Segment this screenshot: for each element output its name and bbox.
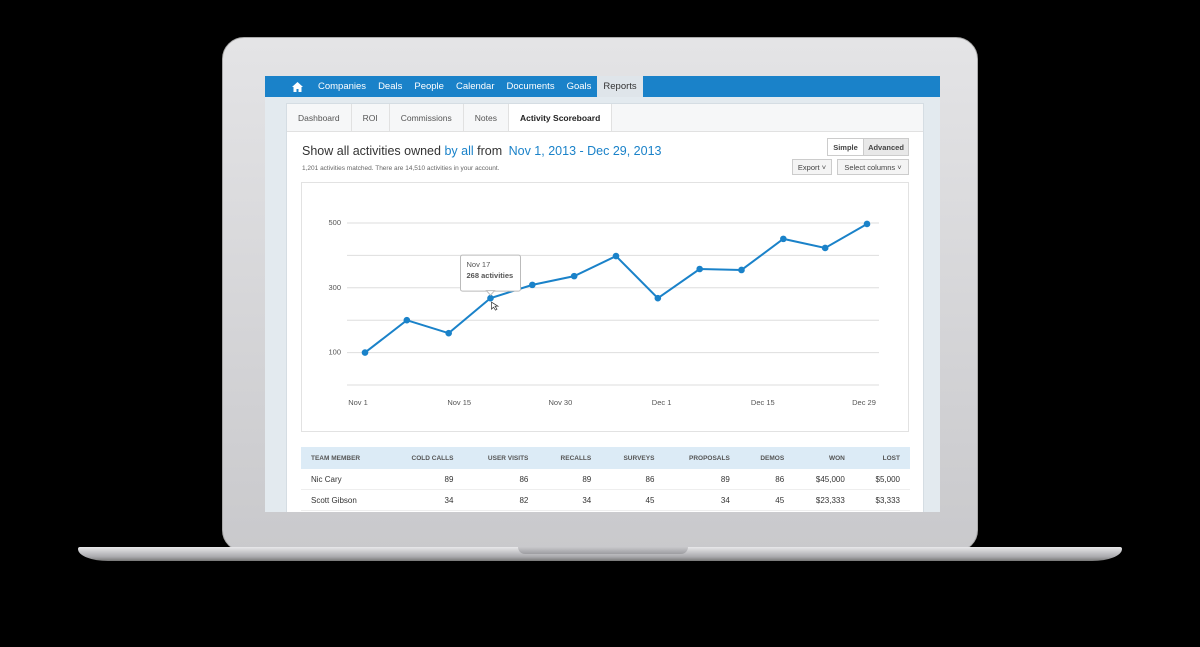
- table-cell: 34: [664, 489, 740, 511]
- point: [654, 294, 662, 302]
- point: [821, 244, 829, 252]
- table-cell: $3,333: [854, 489, 910, 511]
- advanced-button[interactable]: Advanced: [863, 138, 909, 156]
- table-cell: Nic Cary: [301, 469, 387, 490]
- export-button[interactable]: Export ˅: [792, 159, 832, 175]
- button-label: Select columns: [844, 162, 896, 172]
- date-range[interactable]: Nov 1, 2013 - Dec 29, 2013: [508, 144, 662, 158]
- tooltip: Nov 17 268 activities: [460, 254, 521, 311]
- column-header: SURVEYS: [601, 447, 665, 469]
- nav-item[interactable]: Documents: [506, 81, 555, 92]
- screen: Companies Deals People Calendar Documents Goa…: [265, 76, 940, 512]
- point: [487, 294, 494, 302]
- column-header: TEAM MEMBER: [301, 447, 387, 469]
- y-tick-label: 100: [328, 348, 341, 357]
- heading: Show all activities owned by all from No…: [302, 144, 661, 158]
- laptop-notch: [518, 547, 688, 554]
- nav-item[interactable]: People: [414, 81, 444, 92]
- header-row: TEAM MEMBER COLD CALLS USER VISITS RECALLS S…: [301, 447, 910, 469]
- column-header: LOST: [854, 447, 910, 469]
- tab[interactable]: Commissions: [390, 104, 464, 131]
- heading-text: Show all activities owned: [302, 144, 441, 158]
- table-cell: Scott Gibson: [301, 489, 387, 511]
- tab[interactable]: Dashboard: [287, 104, 352, 131]
- tab[interactable]: Activity Scoreboard: [508, 104, 613, 131]
- chart-box: 100 300 500 Nov 1 Nov 15 Nov 30 Dec 1 Dec 15 Dec…: [301, 182, 909, 432]
- table-cell: 82: [463, 489, 539, 511]
- table-cell: 89: [386, 469, 464, 490]
- table-cell: 34: [538, 489, 602, 511]
- column-header: PROPOSALS: [664, 447, 740, 469]
- simple-button[interactable]: Simple: [827, 138, 864, 156]
- scoreboard-table: TEAM MEMBER COLD CALLS USER VISITS RECALLS S…: [301, 447, 910, 511]
- table-row: Scott Gibson 34 82 34 45 34 45 $23,333 $3,333: [301, 489, 910, 511]
- nav-bar: Companies Deals People Calendar Documents Goa…: [265, 76, 940, 97]
- table-cell: $45,000: [794, 469, 855, 490]
- point: [612, 252, 620, 260]
- laptop-base: [78, 547, 1122, 561]
- point: [738, 266, 745, 274]
- column-header: DEMOS: [739, 447, 795, 469]
- table-cell: 45: [601, 489, 665, 511]
- point: [570, 272, 578, 280]
- x-tick-label: Dec 1: [652, 398, 672, 407]
- home-icon[interactable]: [265, 76, 312, 97]
- heading-text: from: [477, 144, 503, 158]
- x-tick-label: Nov 30: [549, 398, 573, 407]
- table-cell: 45: [739, 489, 795, 511]
- tab[interactable]: Notes: [464, 104, 509, 131]
- tooltip-pointer: [485, 290, 496, 296]
- table-cell: $23,333: [794, 489, 855, 511]
- button-label: Export: [797, 162, 820, 172]
- point: [696, 265, 703, 273]
- nav-item[interactable]: Companies: [318, 81, 367, 92]
- point: [361, 349, 369, 356]
- column-header: USER VISITS: [463, 447, 539, 469]
- columns-button[interactable]: Select columns ˅: [837, 159, 909, 175]
- table-cell: 86: [463, 469, 539, 490]
- column-header: COLD CALLS: [386, 447, 464, 469]
- x-tick-label: Dec 15: [751, 398, 775, 407]
- nav-item[interactable]: Reports: [597, 76, 643, 97]
- column-header: RECALLS: [538, 447, 602, 469]
- x-tick-label: Dec 29: [852, 398, 876, 407]
- summary: 1,201 activities matched. There are 14,5…: [302, 165, 500, 172]
- table-wrap: TEAM MEMBER COLD CALLS USER VISITS RECALLS S…: [301, 447, 910, 511]
- point: [863, 220, 871, 228]
- nav-item[interactable]: Calendar: [455, 81, 495, 92]
- tab[interactable]: ROI: [352, 104, 390, 131]
- y-tick-label: 300: [328, 283, 341, 292]
- table-row: Nic Cary 89 86 89 86 89 86 $45,000 $5,000: [301, 469, 910, 490]
- table-cell: 34: [386, 489, 464, 511]
- point: [529, 281, 536, 289]
- tooltip-date: Nov 17: [467, 260, 491, 269]
- chart: 100 300 500 Nov 1 Nov 15 Nov 30 Dec 1 Dec 15 Dec…: [328, 218, 879, 407]
- table-cell: $5,000: [854, 469, 910, 490]
- x-tick-label: Nov 15: [447, 398, 471, 407]
- point: [445, 329, 452, 337]
- report-panel: Dashboard ROI Commissions Notes Activity Sco…: [286, 103, 924, 512]
- table-cell: 86: [739, 469, 795, 490]
- nav-item[interactable]: Deals: [378, 81, 403, 92]
- table-cell: 89: [538, 469, 602, 490]
- tab-bar: Dashboard ROI Commissions Notes Activity Sco…: [287, 104, 923, 132]
- table-cell: 86: [601, 469, 665, 490]
- table-cell: 89: [664, 469, 740, 490]
- point: [780, 235, 787, 243]
- column-header: WON: [794, 447, 855, 469]
- cursor: [491, 301, 500, 311]
- tooltip-text: 268 activities: [467, 271, 514, 280]
- nav-item[interactable]: Goals: [566, 81, 592, 92]
- owner-filter[interactable]: by all: [444, 144, 474, 158]
- point: [403, 316, 411, 324]
- y-tick-label: 500: [328, 218, 341, 227]
- x-tick-label: Nov 1: [348, 398, 368, 407]
